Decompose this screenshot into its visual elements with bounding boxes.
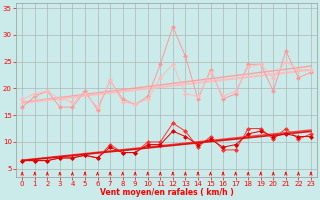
X-axis label: Vent moyen/en rafales ( km/h ): Vent moyen/en rafales ( km/h ) xyxy=(100,188,234,197)
